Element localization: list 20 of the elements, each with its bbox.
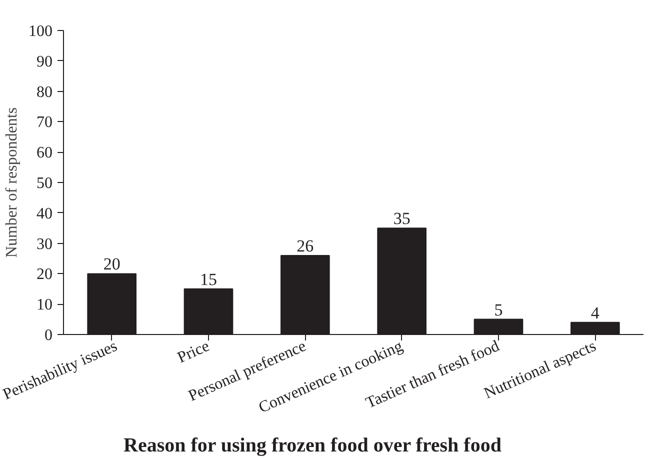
y-tick-label: 0 xyxy=(44,327,52,344)
data-label: 15 xyxy=(200,270,217,289)
y-tick-label: 50 xyxy=(36,175,52,192)
y-tick-label: 80 xyxy=(36,84,52,101)
data-label: 20 xyxy=(103,254,120,274)
y-axis-title: Number of respondents xyxy=(4,107,20,258)
text: Reason for using frozen food over fresh food xyxy=(124,434,502,456)
y-tick-label: 100 xyxy=(28,23,52,40)
data-label: 5 xyxy=(494,300,503,320)
x-tick-label: Price xyxy=(175,338,212,367)
y-tick-label: 90 xyxy=(36,53,52,70)
data-label: 26 xyxy=(296,236,314,256)
data-label: 4 xyxy=(590,303,600,322)
y-tick-label: 20 xyxy=(36,266,52,284)
data-label: 35 xyxy=(393,209,410,228)
y-tick-label: 70 xyxy=(36,114,52,132)
y-tick-label: 60 xyxy=(36,144,52,162)
y-tick-label: 40 xyxy=(36,205,52,222)
y-tick-label: 10 xyxy=(36,296,52,314)
y-tick-label: 30 xyxy=(36,236,52,253)
